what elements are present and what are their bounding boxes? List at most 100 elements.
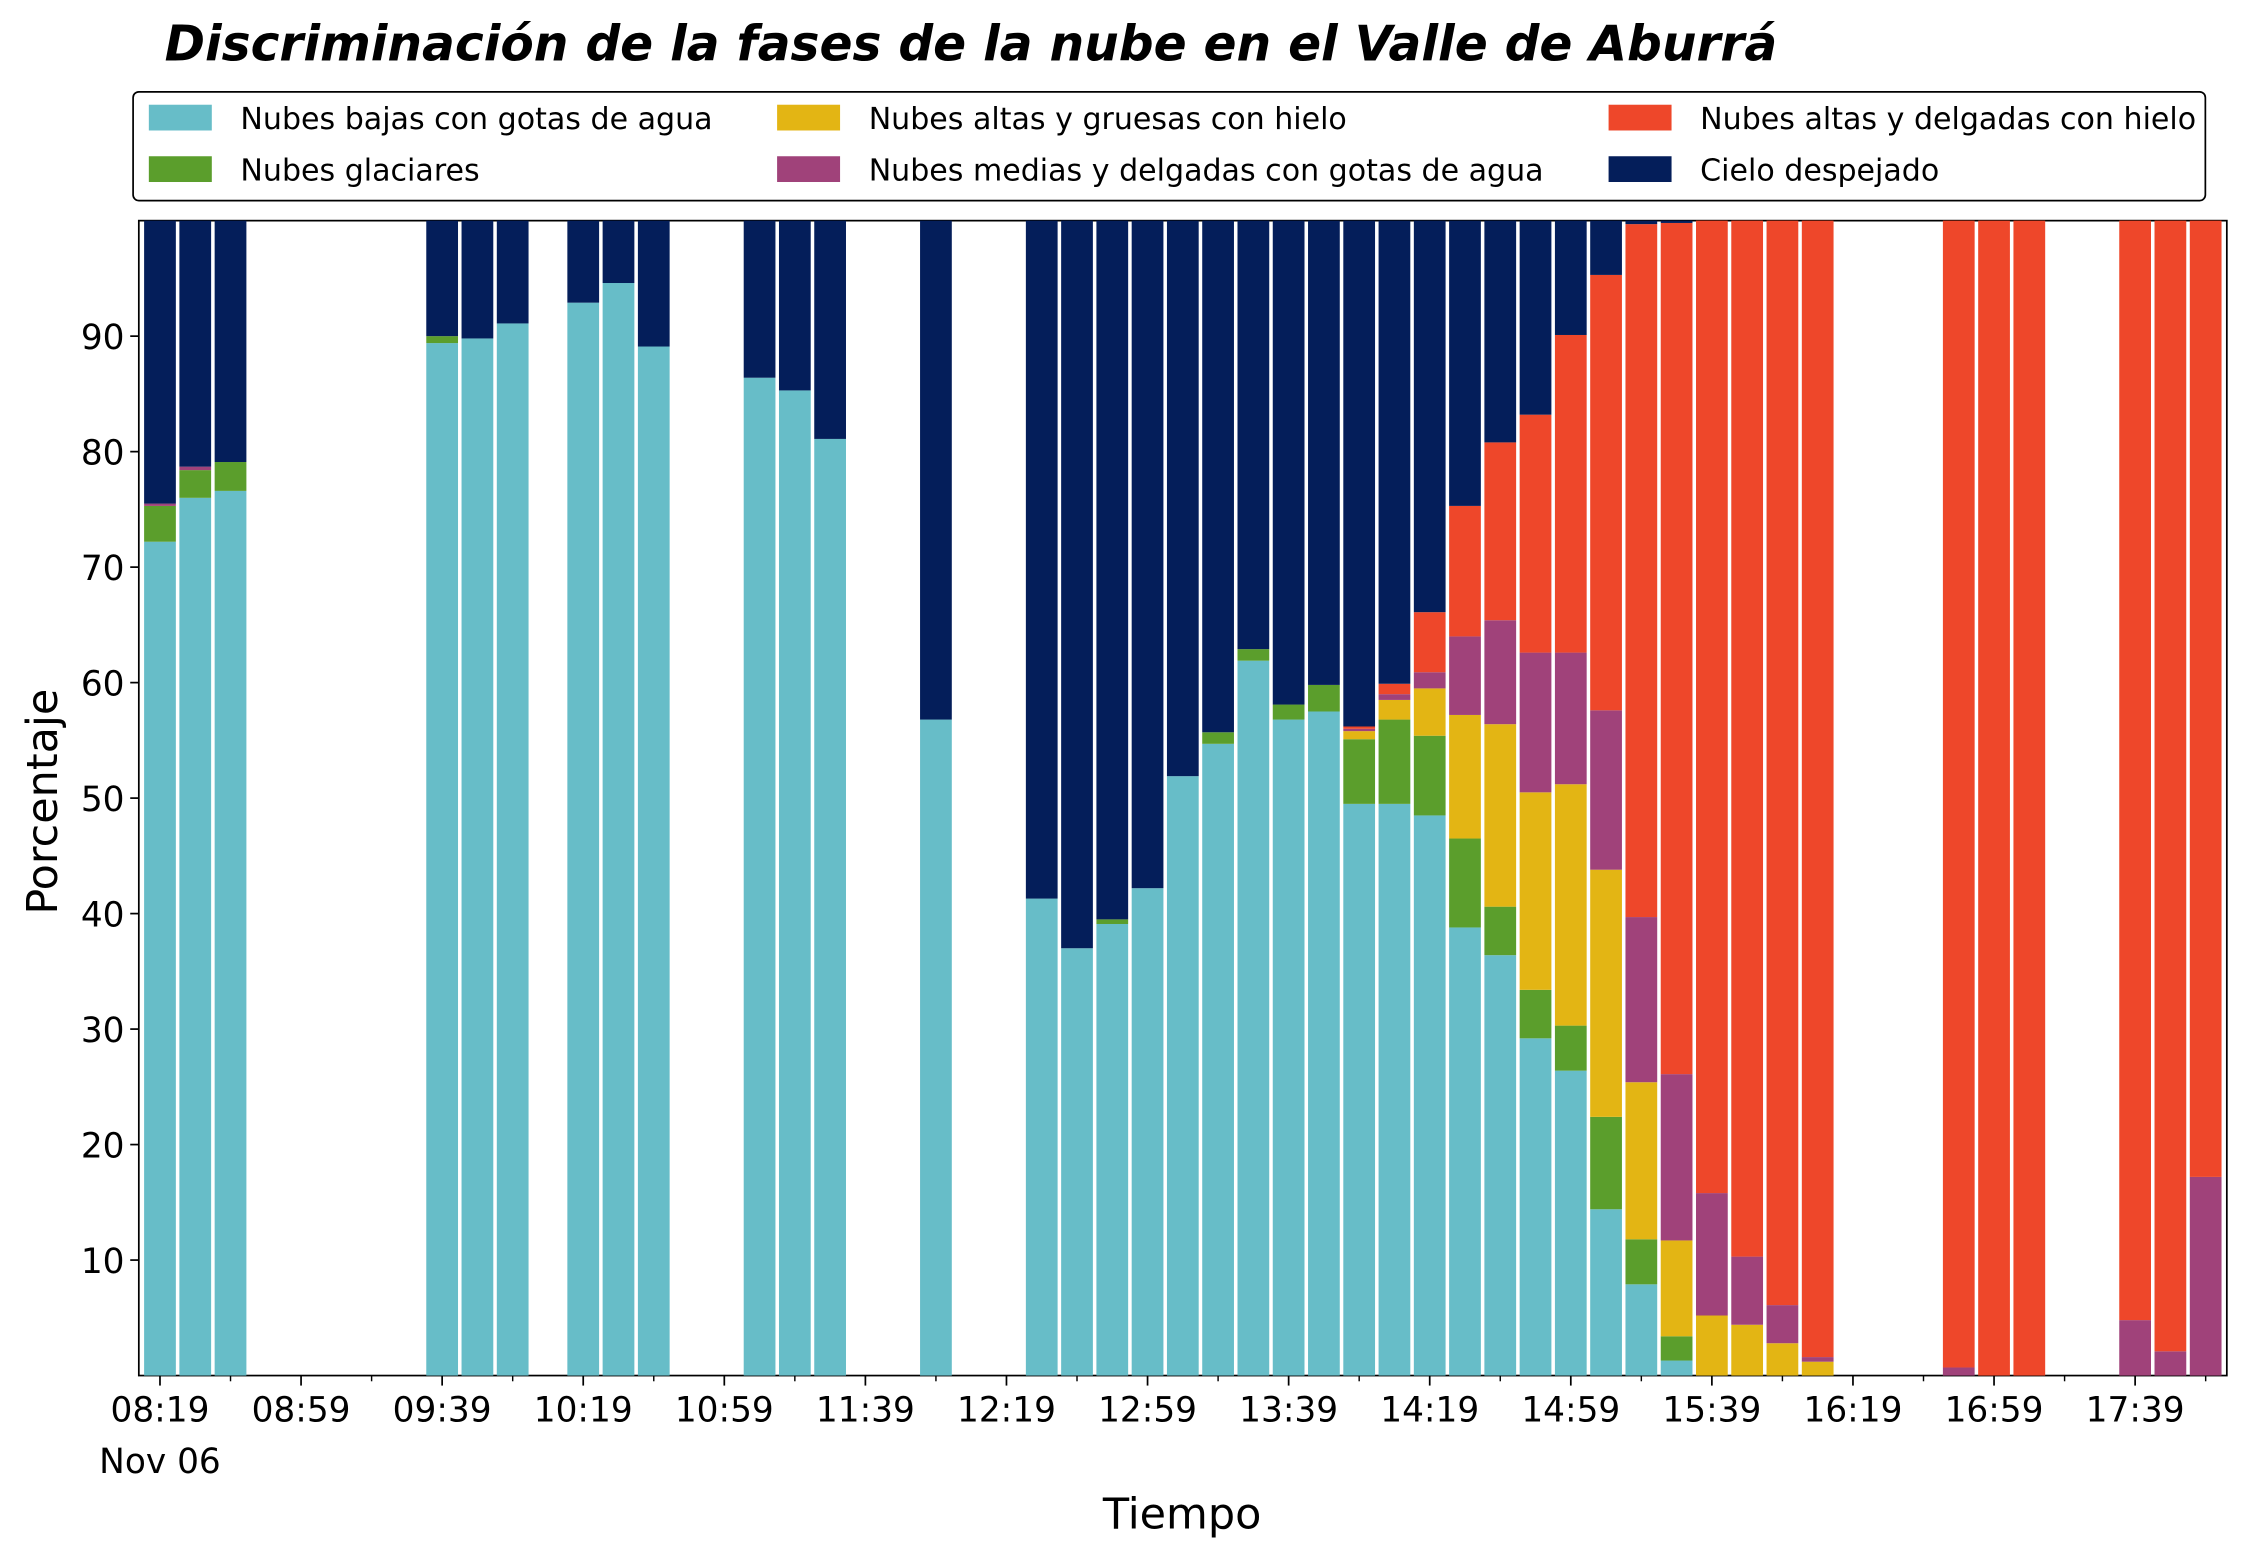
bar-segment bbox=[1131, 220, 1164, 889]
bar-segment bbox=[1343, 726, 1376, 729]
bar-segment bbox=[1519, 1038, 1552, 1376]
bar-segment bbox=[1696, 220, 1728, 1194]
bar-segment bbox=[602, 283, 635, 1376]
bar-segment bbox=[814, 438, 846, 1376]
bar-segment bbox=[1590, 1209, 1622, 1376]
bar-segment bbox=[2154, 220, 2187, 1352]
bar-segment bbox=[1801, 220, 1834, 1358]
bar-segment bbox=[1625, 224, 1658, 918]
bar-segment bbox=[179, 220, 212, 467]
bar-segment bbox=[1484, 906, 1517, 956]
bar-segment bbox=[1519, 414, 1552, 653]
y-tick-label: 90 bbox=[81, 318, 125, 358]
y-tick-label: 80 bbox=[81, 434, 125, 474]
x-tick-label: 17:39 bbox=[2086, 1390, 2185, 1430]
bar-segment bbox=[1096, 919, 1129, 924]
legend-swatch bbox=[1608, 156, 1672, 183]
bar-segment bbox=[1272, 719, 1305, 1376]
bar-segment bbox=[461, 220, 494, 339]
bar-segment bbox=[426, 220, 459, 337]
x-tick-label: 16:59 bbox=[1945, 1390, 2044, 1430]
bar-segment bbox=[1696, 1315, 1728, 1376]
chart-title: Discriminación de la fases de la nube en… bbox=[165, 16, 1778, 72]
bar-segment bbox=[1061, 220, 1093, 949]
bar-segment bbox=[1766, 220, 1799, 1306]
bar-segment bbox=[1519, 989, 1552, 1039]
bar-segment bbox=[461, 338, 494, 1376]
bar-segment bbox=[1625, 917, 1658, 1083]
x-tick-label: 12:19 bbox=[957, 1390, 1056, 1430]
bar-segment bbox=[1025, 220, 1058, 899]
bar-segment bbox=[602, 220, 635, 284]
legend-swatch bbox=[777, 156, 841, 183]
bar-segment bbox=[2119, 1320, 2151, 1376]
bar-segment bbox=[778, 390, 811, 1376]
bar-segment bbox=[1519, 652, 1552, 793]
bar-segment bbox=[1554, 1070, 1587, 1376]
bar-segment bbox=[179, 466, 212, 471]
bar-segment bbox=[1308, 684, 1340, 712]
x-tick-label: 16:19 bbox=[1803, 1390, 1902, 1430]
legend-swatch bbox=[148, 156, 212, 183]
bar-segment bbox=[1590, 274, 1622, 711]
bar-segment bbox=[814, 220, 846, 439]
bar-segment bbox=[2189, 1176, 2222, 1376]
bar-segment bbox=[1484, 442, 1517, 621]
bar-segment bbox=[1413, 220, 1446, 613]
bar-segment bbox=[1625, 1284, 1658, 1376]
bar-segment bbox=[1237, 220, 1270, 650]
bar-segment bbox=[179, 497, 212, 1376]
bar-segment bbox=[1378, 699, 1411, 720]
bar-segment bbox=[1096, 923, 1129, 1376]
bar-segment bbox=[1801, 1357, 1834, 1362]
bar-segment bbox=[214, 490, 247, 1376]
x-tick-label: 11:39 bbox=[816, 1390, 915, 1430]
bar-segment bbox=[426, 343, 459, 1376]
bar-segment bbox=[1625, 1082, 1658, 1240]
bar-segment bbox=[144, 541, 176, 1376]
bar-segment bbox=[743, 220, 776, 378]
x-tick-label: 08:59 bbox=[252, 1390, 351, 1430]
bar-segment bbox=[1484, 724, 1517, 907]
x-tick-label: 10:19 bbox=[534, 1390, 633, 1430]
bar-segment bbox=[1378, 694, 1411, 700]
x-tick-label: 10:59 bbox=[675, 1390, 774, 1430]
bar-segment bbox=[1378, 683, 1411, 695]
bar-segment bbox=[1660, 1360, 1693, 1376]
bar-segment bbox=[144, 503, 176, 506]
bar-segment bbox=[1413, 735, 1446, 816]
y-tick-label: 20 bbox=[81, 1126, 125, 1166]
bar-segment bbox=[1166, 220, 1199, 777]
bar-segment bbox=[1554, 784, 1587, 1026]
bar-segment bbox=[1625, 1239, 1658, 1285]
bar-segment bbox=[214, 220, 247, 463]
bar-segment bbox=[2154, 1351, 2187, 1376]
bar-segment bbox=[2013, 220, 2046, 1376]
bar-segment bbox=[1343, 731, 1376, 740]
bar-segment bbox=[1449, 220, 1481, 506]
legend-box bbox=[132, 90, 2207, 202]
bar-segment bbox=[1202, 220, 1234, 733]
bar-segment bbox=[1449, 636, 1481, 715]
legend-label: Nubes medias y delgadas con gotas de agu… bbox=[869, 154, 1544, 189]
bar-segment bbox=[1202, 732, 1234, 744]
bar-segment bbox=[1413, 612, 1446, 673]
bar-segment bbox=[1378, 803, 1411, 1376]
bar-segment bbox=[1766, 1305, 1799, 1344]
bar-segment bbox=[2119, 220, 2151, 1321]
bar-segment bbox=[1343, 728, 1376, 732]
x-tick-label: 13:39 bbox=[1239, 1390, 1338, 1430]
bar-segment bbox=[1554, 1025, 1587, 1071]
bar-segment bbox=[1343, 220, 1376, 727]
bar-segment bbox=[1660, 1336, 1693, 1361]
bar-segment bbox=[920, 719, 952, 1376]
bar-segment bbox=[1413, 688, 1446, 736]
bar-segment bbox=[1731, 1256, 1764, 1325]
bar-segment bbox=[1308, 711, 1340, 1376]
legend-label: Nubes bajas con gotas de agua bbox=[240, 102, 712, 137]
bar-segment bbox=[1519, 220, 1552, 415]
bar-segment bbox=[1237, 649, 1270, 661]
bar-segment bbox=[1696, 1193, 1728, 1316]
